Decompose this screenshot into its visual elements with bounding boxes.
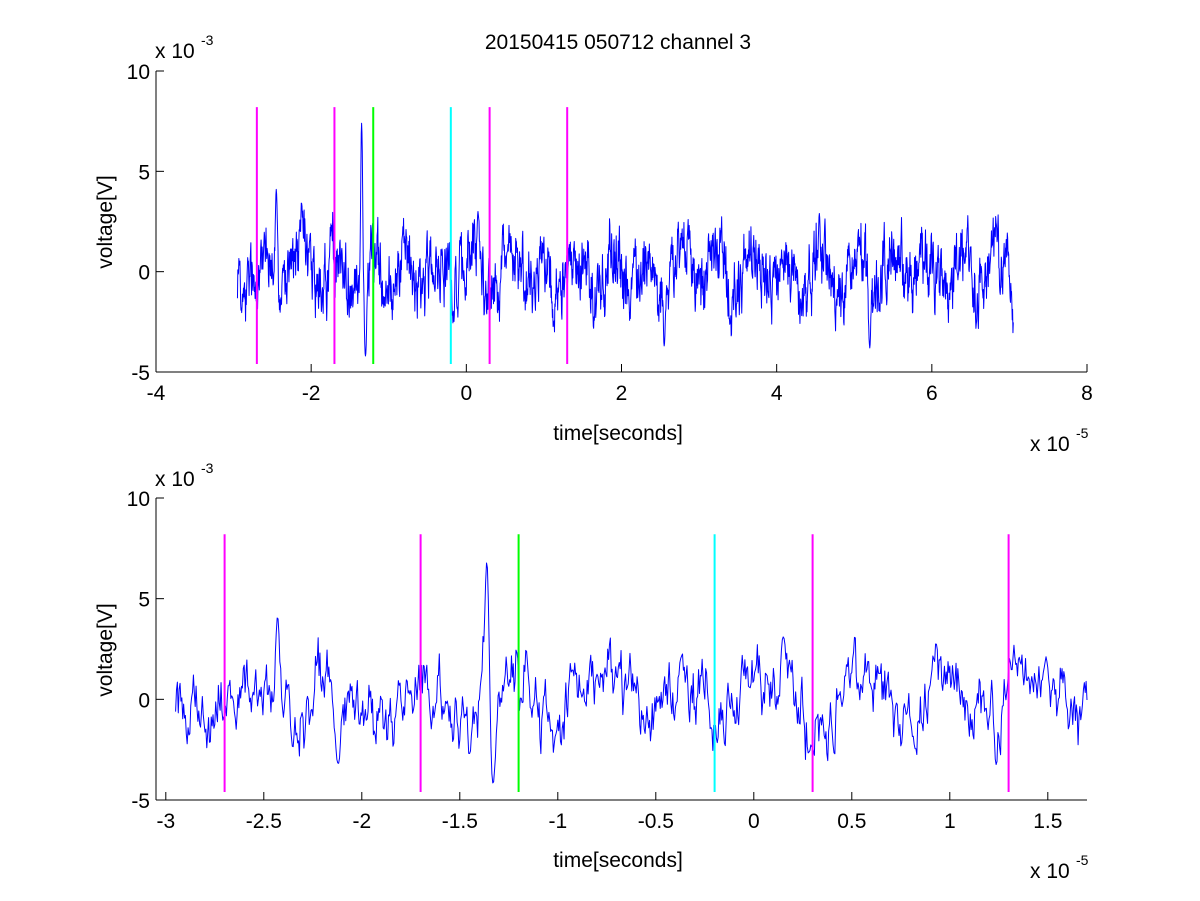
top-y-exponent-base: x 10	[155, 40, 195, 63]
top-y-tick-label: -5	[131, 362, 150, 385]
bottom-y-axis-label: voltage[V]	[94, 603, 117, 696]
top-x-tick-label: 6	[926, 382, 938, 405]
bottom-x-tick-label: -2.5	[246, 810, 282, 833]
bottom-x-tick-label: -2	[352, 810, 371, 833]
bottom-signal-line	[175, 562, 1088, 784]
top-x-tick-label: 2	[616, 382, 628, 405]
bottom-x-tick-label: -1.5	[442, 810, 478, 833]
bottom-y-tick-label: 0	[138, 689, 150, 712]
bottom-y-tick-label: -5	[131, 790, 150, 813]
top-x-tick-label: 4	[771, 382, 783, 405]
bottom-y-tick-label: 5	[138, 589, 150, 612]
top-x-tick-label: -2	[302, 382, 321, 405]
bottom-x-tick-label: 0	[748, 810, 760, 833]
top-signal-line	[236, 122, 1014, 357]
top-y-tick-label: 0	[138, 262, 150, 285]
bottom-y-exponent-base: x 10	[155, 468, 195, 491]
bottom-y-tick-label: 10	[127, 488, 150, 511]
top-x-exponent-base: x 10	[1030, 433, 1070, 456]
top-x-axis-label: time[seconds]	[553, 422, 683, 445]
bottom-x-tick-label: -3	[156, 810, 175, 833]
bottom-x-tick-label: -1	[548, 810, 567, 833]
bottom-y-exponent-power: -3	[201, 460, 214, 476]
top-x-tick-label: 0	[460, 382, 472, 405]
bottom-x-exponent-power: -5	[1076, 852, 1089, 868]
bottom-x-tick-label: 0.5	[837, 810, 866, 833]
bottom-x-tick-label: 1.5	[1033, 810, 1062, 833]
top-x-tick-label: -4	[147, 382, 166, 405]
bottom-x-axis-label: time[seconds]	[553, 849, 683, 872]
top-y-tick-label: 10	[127, 61, 150, 84]
figure-title: 20150415 050712 channel 3	[485, 31, 751, 54]
top-plot-panel: x 10 -3 x 10 -5 time[seconds] voltage[V]…	[94, 32, 1093, 456]
bottom-x-exponent-base: x 10	[1030, 860, 1070, 883]
top-x-exponent-power: -5	[1076, 425, 1089, 441]
bottom-plot-panel: x 10 -3 x 10 -5 time[seconds] voltage[V]…	[94, 460, 1089, 883]
top-x-tick-label: 8	[1081, 382, 1093, 405]
top-y-tick-label: 5	[138, 161, 150, 184]
bottom-x-tick-label: -0.5	[638, 810, 674, 833]
bottom-x-tick-label: 1	[944, 810, 956, 833]
top-y-axis-label: voltage[V]	[94, 175, 117, 268]
top-y-exponent-power: -3	[201, 32, 214, 48]
